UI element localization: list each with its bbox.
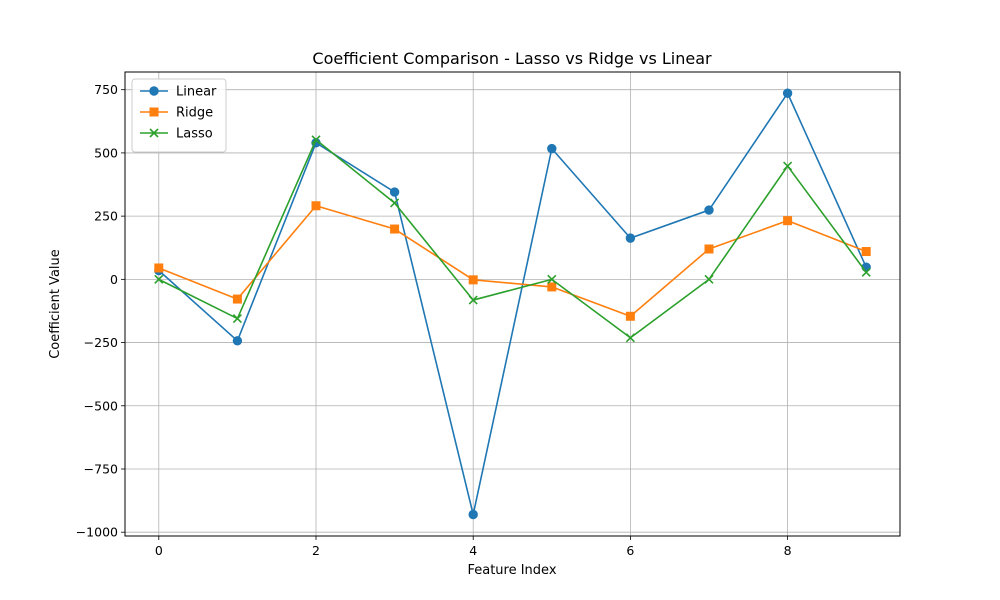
- y-axis-label: Coefficient Value: [48, 249, 63, 359]
- lasso-point: [232, 313, 242, 324]
- x-marker-stroke: [232, 313, 242, 324]
- lasso-line: [158, 138, 867, 339]
- linear-line: [158, 92, 867, 516]
- ridge-point: [704, 244, 714, 254]
- lasso-point: [625, 333, 635, 343]
- linear-point: [232, 336, 243, 346]
- lasso-point: [390, 198, 400, 208]
- lasso-point: [547, 274, 557, 284]
- x-marker-stroke: [154, 274, 164, 284]
- ridge-point: [547, 282, 557, 292]
- ridge-point: [468, 275, 478, 285]
- ridge-point: [390, 224, 400, 234]
- series-ridge: [154, 201, 871, 321]
- ridge-point: [861, 247, 871, 257]
- legend-marker-ridge: [149, 107, 159, 117]
- x-tick-label: 0: [155, 543, 163, 558]
- series-layer: [154, 88, 871, 520]
- x-marker-stroke: [625, 333, 635, 343]
- y-tick-label: 500: [94, 145, 118, 160]
- linear-point: [547, 143, 557, 154]
- linear-point: [782, 88, 793, 98]
- legend-item-ridge: Ridge: [140, 106, 213, 121]
- legend-marker-linear: [149, 86, 159, 96]
- x-marker-stroke: [390, 198, 400, 208]
- legend-label-lasso: Lasso: [176, 127, 213, 142]
- x-marker-stroke: [861, 267, 871, 277]
- x-tick-label: 6: [626, 543, 634, 558]
- grid-lines: [125, 72, 900, 536]
- x-marker-stroke: [311, 135, 321, 145]
- legend-marker-lasso: [149, 128, 159, 138]
- axis-ticks: 0 2 4 6 8 750 500 250 0 −250 −500 −750 −1000: [76, 82, 792, 558]
- y-tick-label: −750: [84, 461, 118, 476]
- x-tick-label: 4: [469, 543, 477, 558]
- linear-point: [704, 205, 714, 215]
- lasso-point: [154, 274, 164, 284]
- x-marker-stroke: [468, 295, 478, 305]
- lasso-point: [861, 267, 871, 277]
- legend-label-linear: Linear: [176, 85, 217, 100]
- ridge-point: [311, 201, 321, 211]
- x-tick-label: 8: [784, 543, 792, 558]
- lasso-point: [311, 135, 321, 145]
- legend-item-lasso: Lasso: [140, 127, 213, 142]
- x-axis-label: Feature Index: [467, 563, 556, 578]
- x-marker-stroke: [783, 161, 793, 171]
- y-tick-label: 750: [94, 82, 118, 97]
- linear-point: [389, 187, 400, 197]
- x-marker-stroke: [704, 274, 714, 284]
- y-tick-label: 250: [94, 209, 118, 224]
- ridge-point: [625, 311, 635, 321]
- x-marker-stroke: [547, 274, 557, 284]
- lasso-point: [704, 274, 714, 284]
- y-tick-label: 0: [110, 272, 118, 287]
- legend: Linear Ridge Lasso: [131, 78, 227, 153]
- plot-frame: [124, 71, 901, 537]
- linear-point: [625, 233, 636, 243]
- series-lasso: [154, 135, 871, 343]
- y-tick-label: −1000: [76, 525, 118, 540]
- lasso-point: [783, 161, 793, 171]
- series-linear: [154, 88, 871, 520]
- ridge-point: [154, 263, 164, 273]
- x-tick-label: 2: [312, 543, 320, 558]
- legend-item-linear: Linear: [140, 85, 217, 100]
- ridge-point: [232, 294, 242, 304]
- lasso-point: [468, 295, 478, 305]
- y-tick-label: −500: [84, 398, 118, 413]
- chart-title: Coefficient Comparison - Lasso vs Ridge …: [312, 49, 712, 68]
- ridge-line: [158, 204, 867, 318]
- linear-point: [468, 509, 478, 520]
- ridge-point: [783, 216, 793, 226]
- x-marker-stroke: [149, 128, 159, 138]
- legend-label-ridge: Ridge: [176, 106, 213, 121]
- y-tick-label: −250: [84, 335, 118, 350]
